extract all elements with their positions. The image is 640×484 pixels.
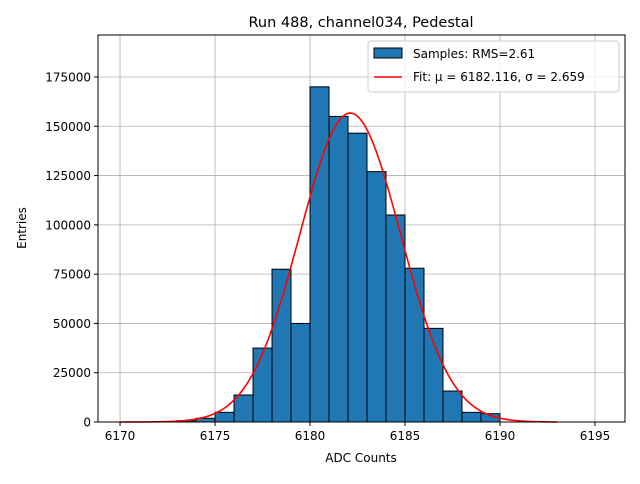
histogram-bar <box>233 394 254 423</box>
y-tick-label: 25000 <box>53 366 91 380</box>
plot-frame <box>97 34 626 423</box>
chart-title: Run 488, channel034, Pedestal <box>248 15 473 31</box>
histogram-bars <box>176 86 501 423</box>
histogram-bar <box>271 268 292 423</box>
x-tick-label: 6190 <box>485 429 516 443</box>
x-axis-ticks: 6170 6175 6180 6185 6190 6195 <box>105 422 610 443</box>
legend-label-samples: Samples: RMS=2.61 <box>413 47 535 61</box>
histogram-bar <box>404 267 425 423</box>
legend-swatch-samples <box>373 47 403 59</box>
y-axis-label: Entries <box>15 207 29 249</box>
y-tick-label: 150000 <box>45 120 91 134</box>
histogram-bar <box>347 132 368 423</box>
y-tick-label: 175000 <box>45 70 91 84</box>
x-tick-label: 6180 <box>295 429 326 443</box>
histogram-bar <box>328 115 349 423</box>
y-tick-label: 75000 <box>53 268 91 282</box>
x-tick-label: 6185 <box>390 429 421 443</box>
legend: Samples: RMS=2.61 Fit: μ = 6182.116, σ =… <box>367 40 620 93</box>
histogram-bar <box>461 411 482 423</box>
histogram-bar <box>252 347 273 423</box>
y-tick-label: 100000 <box>45 218 91 232</box>
histogram-bar <box>290 322 311 423</box>
x-tick-label: 6175 <box>200 429 231 443</box>
y-tick-label: 0 <box>83 416 91 430</box>
x-axis-label: ADC Counts <box>325 451 397 465</box>
histogram-bar <box>385 214 406 423</box>
histogram-bar <box>366 171 387 423</box>
x-tick-label: 6195 <box>580 429 611 443</box>
fit-curve <box>120 112 557 423</box>
y-axis-ticks: 0 25000 50000 75000 100000 125000 150000 175000 <box>45 70 98 430</box>
histogram-bar <box>214 411 235 423</box>
histogram-bar <box>442 390 463 423</box>
legend-label-fit: Fit: μ = 6182.116, σ = 2.659 <box>413 70 585 84</box>
y-tick-label: 50000 <box>53 317 91 331</box>
y-tick-label: 125000 <box>45 169 91 183</box>
x-tick-label: 6170 <box>105 429 136 443</box>
histogram-bar <box>309 86 330 423</box>
legend-box <box>367 40 620 93</box>
